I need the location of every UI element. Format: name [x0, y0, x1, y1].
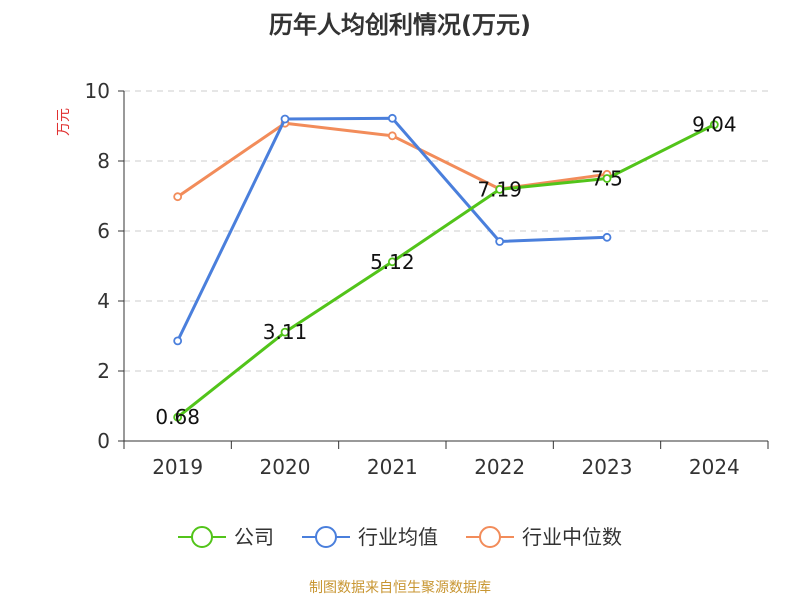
- x-tick-label: 2019: [152, 455, 203, 479]
- grid-layer: [124, 90, 768, 372]
- series-line: [176, 123, 716, 419]
- y-tick-label: 8: [97, 149, 110, 173]
- data-point: [387, 131, 397, 141]
- chart-title: 历年人均创利情况(万元): [269, 11, 531, 39]
- x-tick-label: 2020: [260, 455, 311, 479]
- y-tick-label: 0: [97, 429, 110, 453]
- data-point: [602, 174, 612, 183]
- source-note: 制图数据来自恒生聚源数据库: [309, 580, 491, 596]
- legend-marker-circle: [315, 526, 337, 548]
- axis-layer: 0 2 4 6 8 10 2019 2020 2021 2022 2023 2024: [85, 79, 769, 479]
- series-1: [173, 113, 612, 346]
- data-point: [602, 232, 612, 242]
- data-point: [173, 336, 183, 346]
- legend-item: 行业均值: [302, 525, 438, 549]
- series-layer: [173, 113, 719, 422]
- legend-label: 行业中位数: [522, 525, 622, 549]
- data-point: [173, 192, 183, 202]
- x-tick-label: 2024: [689, 455, 740, 479]
- y-tick-label: 6: [97, 219, 110, 243]
- data-label: 7.19: [477, 177, 522, 201]
- legend-item: 行业中位数: [466, 525, 622, 549]
- legend-label: 公司: [234, 525, 274, 549]
- y-axis-unit: 万元: [56, 108, 72, 136]
- legend-marker-circle: [479, 526, 501, 548]
- y-tick-label: 10: [85, 79, 110, 103]
- legend: 公司 行业均值 行业中位数: [178, 525, 622, 549]
- data-point: [387, 257, 397, 267]
- data-label: 7.5: [591, 167, 623, 191]
- legend-marker-circle: [191, 526, 213, 548]
- data-point: [173, 412, 183, 422]
- data-label-layer: 0.68 3.11 5.12 7.19 7.5 9.04: [155, 113, 736, 430]
- data-point: [495, 184, 505, 194]
- data-point: [280, 327, 290, 337]
- data-label: 3.11: [263, 320, 308, 344]
- data-point: [280, 114, 290, 124]
- y-tick-label: 4: [97, 289, 110, 313]
- legend-item: 公司: [178, 525, 274, 549]
- y-tick-label: 2: [97, 359, 110, 383]
- x-tick-label: 2022: [474, 455, 525, 479]
- x-tick-label: 2023: [582, 455, 633, 479]
- legend-label: 行业均值: [358, 525, 438, 549]
- data-point: [495, 237, 505, 246]
- data-label: 9.04: [692, 113, 737, 137]
- data-point: [709, 120, 719, 129]
- x-tick-label: 2021: [367, 455, 418, 479]
- data-label: 5.12: [370, 250, 415, 274]
- series-0: [173, 120, 719, 422]
- series-2: [173, 118, 612, 202]
- data-label: 0.68: [155, 405, 200, 429]
- data-point: [387, 113, 397, 123]
